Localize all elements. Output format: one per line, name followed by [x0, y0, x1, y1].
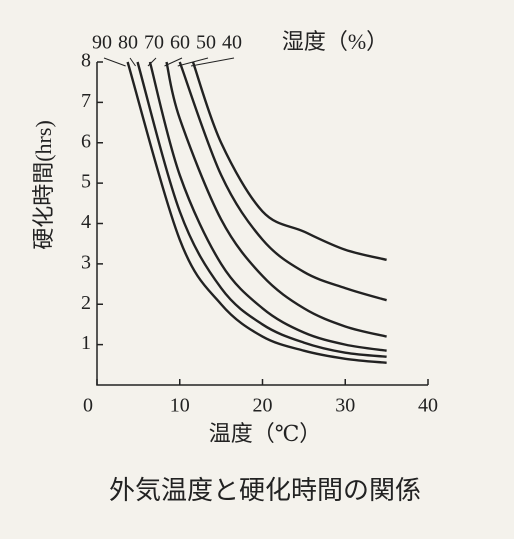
- x-tick-label: 0: [83, 395, 93, 417]
- x-axis-label: 温度（℃）: [209, 421, 322, 446]
- legend-title: 湿度（%）: [282, 29, 388, 54]
- chart-title: 外気温度と硬化時間の関係: [109, 476, 421, 505]
- legend-leader: [103, 57, 126, 67]
- legend-label: 50: [196, 32, 216, 54]
- line: [148, 61, 387, 352]
- x-tick-label: 30: [335, 395, 355, 417]
- y-tick-label: 7: [81, 90, 91, 112]
- x-tick-label: 40: [418, 395, 438, 417]
- line: [126, 61, 387, 364]
- legend-leader: [164, 57, 183, 67]
- legend-label: 40: [222, 32, 242, 54]
- legend-leader: [147, 57, 157, 67]
- y-axis-label: 硬化時間(hrs): [31, 120, 56, 250]
- line: [136, 61, 387, 358]
- line: [191, 61, 387, 262]
- y-tick-label: 3: [81, 251, 91, 273]
- line: [178, 61, 387, 302]
- legend-leader: [129, 57, 136, 67]
- y-tick-label: 8: [81, 50, 91, 72]
- legend-label: 70: [144, 32, 164, 54]
- legend-label: 60: [170, 32, 190, 54]
- legend-label: 90: [92, 32, 112, 54]
- y-tick-label: 5: [81, 171, 91, 193]
- x-tick-label: 20: [253, 395, 273, 417]
- y-tick-label: 2: [81, 292, 91, 314]
- y-tick-label: 6: [81, 130, 91, 152]
- y-tick-label: 1: [81, 332, 91, 354]
- legend-label: 80: [118, 32, 138, 54]
- x-tick-label: 10: [170, 395, 190, 417]
- legend-leader: [177, 57, 209, 67]
- legend-leader: [190, 57, 235, 67]
- y-tick-label: 4: [81, 211, 91, 233]
- line: [165, 61, 387, 338]
